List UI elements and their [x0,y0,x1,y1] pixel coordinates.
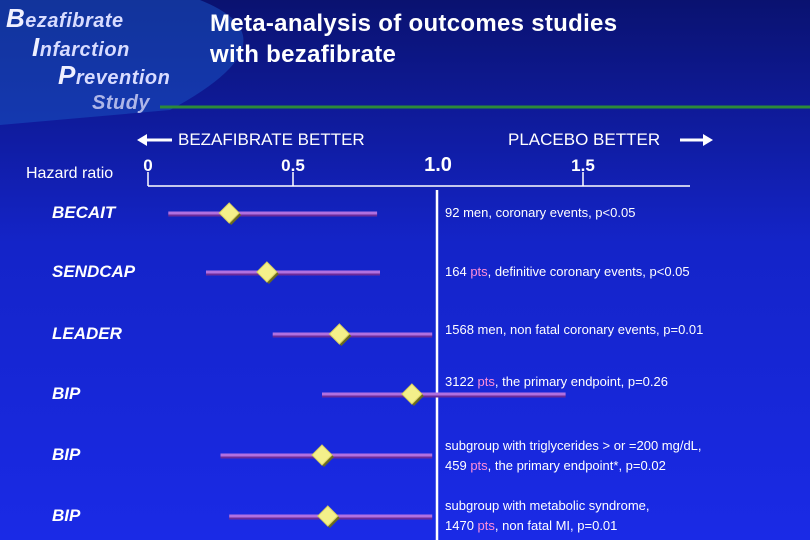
title-line-2: with bezafibrate [210,41,397,68]
logo-rest: nfarction [39,39,130,61]
logo-word-prevention: Prevention [58,60,170,91]
study-description: subgroup with triglycerides > or =200 mg… [445,436,702,476]
x-axis-tick-label: 1.0 [424,154,452,176]
description-subgroup: subgroup with triglycerides > or =200 mg… [445,438,702,453]
description-text: men, coronary events, p<0.05 [463,205,636,220]
description-text: , definitive coronary events, p<0.05 [487,264,690,279]
study-label: BIP [52,506,81,525]
logo-cap: P [58,60,76,90]
logo-cap: B [6,3,26,33]
participant-unit: pts [470,264,488,279]
participant-count: 164 [445,264,471,279]
participant-unit: pts [477,518,495,533]
participant-count: 3122 [445,374,478,389]
study-label: LEADER [52,324,122,343]
study-description: 3122 pts, the primary endpoint, p=0.26 [445,372,668,392]
hazard-ratio-marker [317,505,339,527]
hazard-ratio-marker [401,383,423,405]
participant-count: 1470 [445,518,478,533]
description-text: men, non fatal coronary events, p=0.01 [477,322,704,337]
description-line: 92 men, coronary events, p<0.05 [445,203,635,223]
description-line: 1470 pts, non fatal MI, p=0.01 [445,516,650,536]
hazard-ratio-marker [328,323,351,345]
description-line: 164 pts, definitive coronary events, p<0… [445,262,690,282]
study-label: BIP [52,445,81,464]
description-subgroup: subgroup with metabolic syndrome, [445,498,650,513]
left-arrow-icon [137,134,147,146]
logo-word-study: Study [92,92,150,115]
logo-cap: I [32,32,40,62]
hazard-ratio-marker [218,202,240,224]
right-direction-label: PLACEBO BETTER [508,130,661,149]
logo-word-infarction: Infarction [32,32,130,63]
participant-count: 459 [445,458,471,473]
title-line-1: Meta-analysis of outcomes studies [210,10,618,37]
x-axis-tick-label: 0 [143,156,152,175]
study-description: subgroup with metabolic syndrome, 1470 pt… [445,496,650,536]
logo-rest: revention [75,67,171,89]
logo-word-bezafibrate: Bezafibrate [6,3,124,34]
hazard-ratio-marker [311,444,333,466]
description-line: 1568 men, non fatal coronary events, p=0… [445,320,703,340]
slide-title: Meta-analysis of outcomes studies with b… [210,8,617,70]
logo-rest: ezafibrate [25,10,124,32]
description-text: , the primary endpoint*, p=0.02 [487,458,666,473]
description-text: , non fatal MI, p=0.01 [494,518,618,533]
axis-title: Hazard ratio [26,165,114,182]
description-text: , the primary endpoint, p=0.26 [494,374,668,389]
description-line: 459 pts, the primary endpoint*, p=0.02 [445,456,702,476]
logo-rest: Study [92,92,151,114]
logo-swoosh-shape [0,0,244,125]
study-label: BECAIT [52,203,116,222]
left-direction-label: BEZAFIBRATE BETTER [178,130,365,149]
study-description: 92 men, coronary events, p<0.05 [445,203,635,223]
participant-unit: pts [477,374,495,389]
right-arrow-icon [703,134,713,146]
participant-count: 92 [445,205,464,220]
description-line: 3122 pts, the primary endpoint, p=0.26 [445,372,668,392]
participant-unit: pts [470,458,488,473]
study-description: 164 pts, definitive coronary events, p<0… [445,262,690,282]
x-axis-tick-label: 1.5 [571,156,595,175]
study-label: BIP [52,384,81,403]
logo-swoosh [0,0,810,125]
hazard-ratio-marker [256,261,278,283]
study-description: 1568 men, non fatal coronary events, p=0… [445,320,703,340]
study-label: SENDCAP [52,262,136,281]
x-axis-tick-label: 0.5 [281,156,305,175]
participant-count: 1568 [445,322,478,337]
